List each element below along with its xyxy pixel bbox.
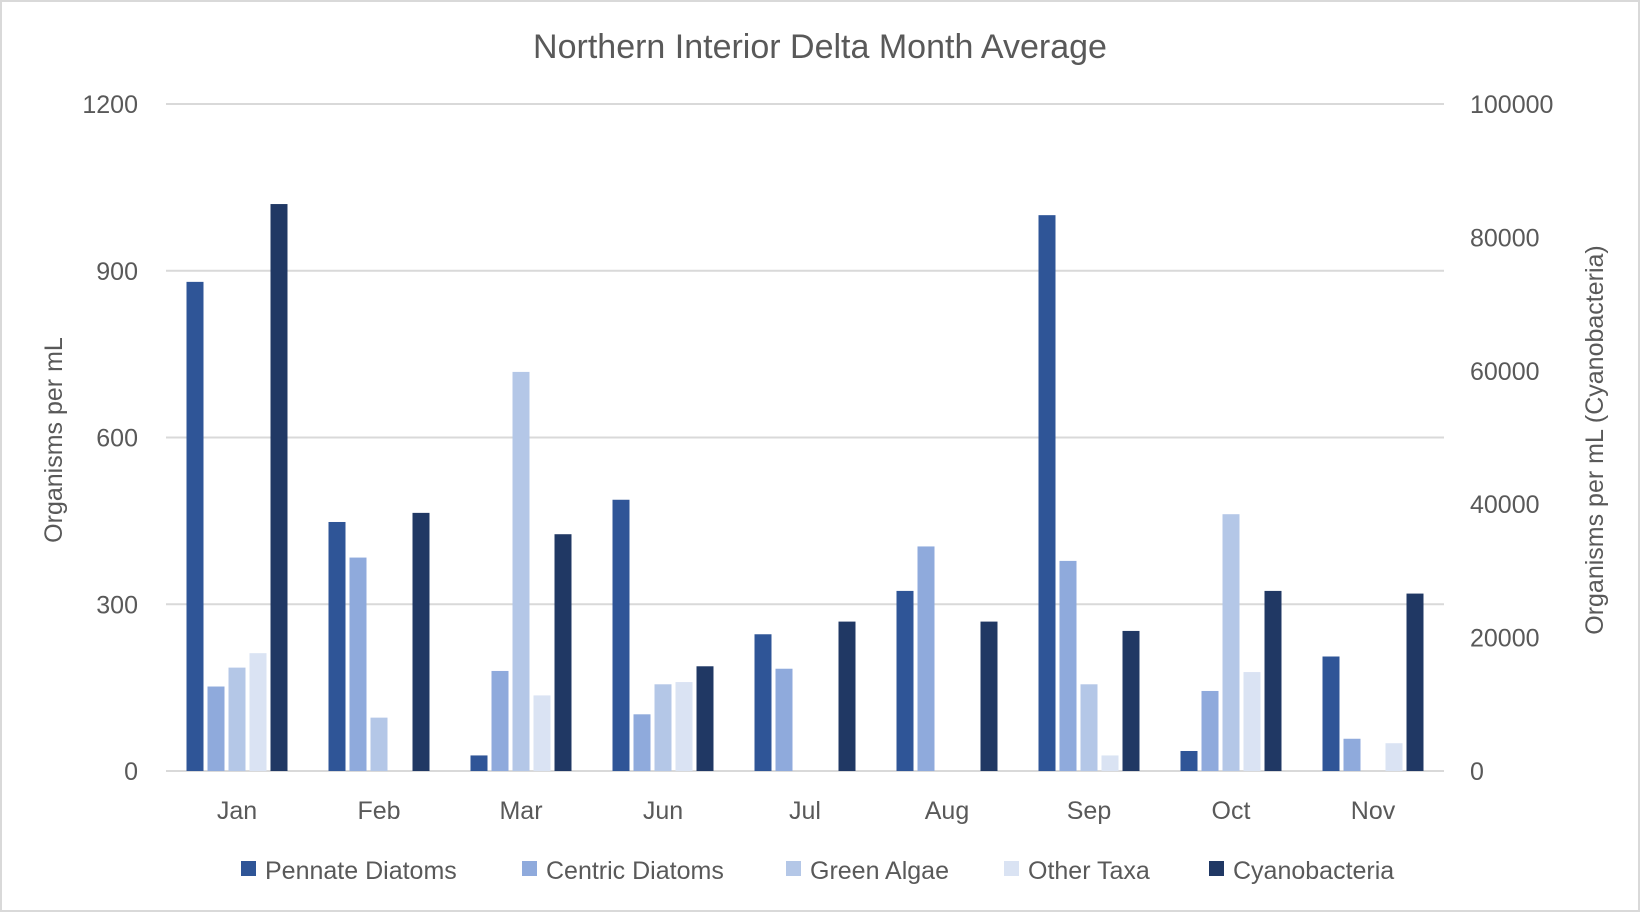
- bar-pennate-diatoms: [186, 281, 204, 771]
- right-tick-label: 0: [1470, 758, 1484, 786]
- category-label: Feb: [357, 797, 400, 825]
- bar-centric-diatoms: [1059, 560, 1077, 771]
- legend-label: Cyanobacteria: [1233, 857, 1394, 885]
- bar-centric-diatoms: [1201, 690, 1219, 771]
- bar-green-algae: [1080, 684, 1098, 771]
- bar-centric-diatoms: [775, 668, 793, 771]
- bar-centric-diatoms: [349, 557, 367, 771]
- bar-cyanobacteria: [1406, 593, 1424, 771]
- bar-pennate-diatoms: [896, 590, 914, 771]
- bar-pennate-diatoms: [754, 634, 772, 771]
- bar-cyanobacteria: [554, 534, 572, 771]
- bar-cyanobacteria: [270, 204, 288, 772]
- legend-label: Centric Diatoms: [546, 857, 724, 885]
- category-labels: Jan Feb Mar Jun Jul Aug Sep Oct Nov: [217, 797, 1396, 825]
- bar-pennate-diatoms: [1322, 656, 1340, 771]
- category-label: Aug: [925, 797, 969, 825]
- legend-swatch: [241, 861, 256, 876]
- left-axis-ticks: 0 300 600 900 1200: [82, 91, 138, 786]
- chart-title: Northern Interior Delta Month Average: [533, 28, 1107, 66]
- bar-other-taxa: [249, 653, 267, 771]
- left-axis-title: Organisms per mL: [40, 337, 68, 543]
- bar-other-taxa: [1101, 755, 1119, 771]
- bar-pennate-diatoms: [470, 755, 488, 771]
- bar-green-algae: [370, 717, 388, 771]
- right-tick-label: 80000: [1470, 224, 1540, 252]
- bar-green-algae: [654, 684, 672, 771]
- bar-other-taxa: [675, 682, 693, 771]
- category-label: Sep: [1067, 797, 1111, 825]
- category-label: Jul: [789, 797, 821, 825]
- legend-swatch: [1004, 861, 1019, 876]
- bar-cyanobacteria: [1264, 590, 1282, 771]
- left-tick-label: 600: [96, 425, 138, 453]
- bar-green-algae: [512, 371, 530, 771]
- category-label: Jun: [643, 797, 683, 825]
- category-label: Nov: [1351, 797, 1396, 825]
- bars-group: [186, 204, 1424, 772]
- bar-cyanobacteria: [838, 621, 856, 771]
- legend-label: Other Taxa: [1028, 857, 1150, 885]
- bar-green-algae: [228, 667, 246, 771]
- bar-pennate-diatoms: [612, 499, 630, 771]
- right-tick-label: 20000: [1470, 625, 1540, 653]
- category-label: Jan: [217, 797, 257, 825]
- bar-other-taxa: [1243, 672, 1261, 771]
- legend-swatch: [522, 861, 537, 876]
- bar-other-taxa: [1385, 743, 1403, 771]
- category-label: Oct: [1212, 797, 1251, 825]
- bar-cyanobacteria: [980, 621, 998, 771]
- left-tick-label: 1200: [82, 91, 138, 119]
- bar-other-taxa: [533, 695, 551, 771]
- bar-green-algae: [1222, 514, 1240, 771]
- left-tick-label: 900: [96, 258, 138, 286]
- category-label: Mar: [499, 797, 542, 825]
- legend-swatch: [786, 861, 801, 876]
- right-tick-label: 100000: [1470, 91, 1553, 119]
- bar-centric-diatoms: [1343, 738, 1361, 771]
- bar-centric-diatoms: [491, 670, 509, 771]
- bar-centric-diatoms: [207, 686, 225, 771]
- bar-centric-diatoms: [917, 546, 935, 771]
- legend-label: Green Algae: [810, 857, 949, 885]
- bar-cyanobacteria: [696, 666, 714, 771]
- left-tick-label: 300: [96, 591, 138, 619]
- legend-swatch: [1209, 861, 1224, 876]
- right-axis-ticks: 0 20000 40000 60000 80000 100000: [1470, 91, 1553, 786]
- bar-centric-diatoms: [633, 714, 651, 771]
- bar-pennate-diatoms: [328, 521, 346, 771]
- bar-cyanobacteria: [1122, 630, 1140, 771]
- right-axis-title: Organisms per mL (Cyanobacteria): [1581, 245, 1609, 635]
- legend-label: Pennate Diatoms: [265, 857, 457, 885]
- right-tick-label: 40000: [1470, 491, 1540, 519]
- bar-cyanobacteria: [412, 512, 430, 771]
- right-tick-label: 60000: [1470, 358, 1540, 386]
- legend: Pennate Diatoms Centric Diatoms Green Alga…: [241, 857, 1394, 885]
- bar-pennate-diatoms: [1180, 750, 1198, 771]
- bar-pennate-diatoms: [1038, 215, 1056, 771]
- left-tick-label: 0: [124, 758, 138, 786]
